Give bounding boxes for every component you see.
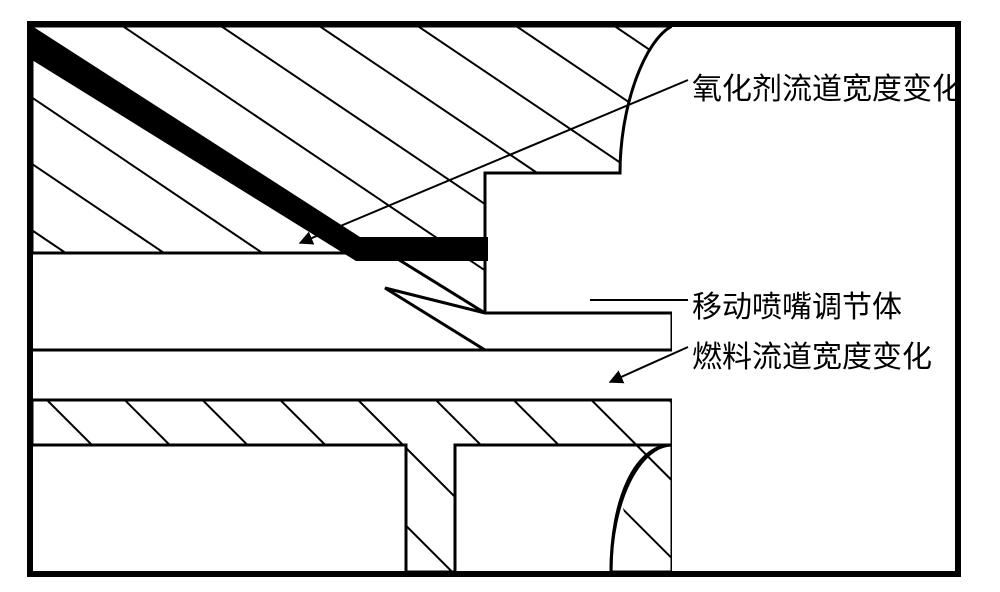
- lower-shell-outline: [32, 400, 672, 572]
- leader-fuel: [610, 347, 688, 382]
- leader-oxidizer: [300, 80, 688, 243]
- upper-body-outline: [32, 26, 672, 313]
- movable-nozzle-outline: [385, 288, 672, 350]
- label-oxidizer: 氧化剂流道宽度变化: [692, 64, 962, 108]
- label-nozzle: 移动喷嘴调节体: [692, 282, 902, 326]
- label-fuel: 燃料流道宽度变化: [692, 332, 932, 376]
